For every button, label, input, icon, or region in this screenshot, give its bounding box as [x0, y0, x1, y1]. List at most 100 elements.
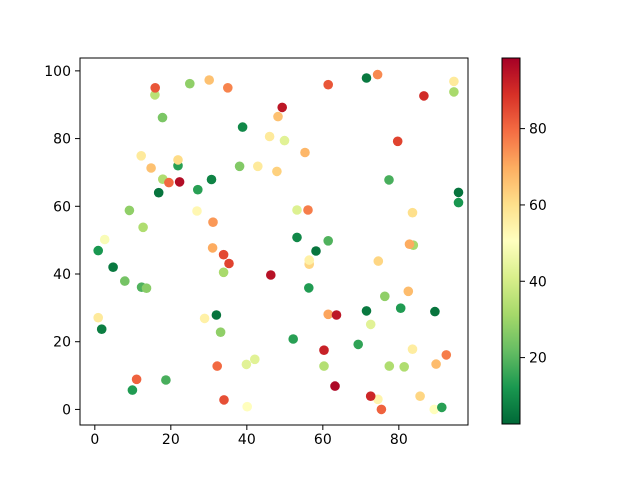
scatter-point [242, 401, 252, 412]
scatter-point [266, 270, 276, 280]
scatter-point [150, 90, 160, 100]
x-tick-label: 0 [90, 432, 99, 448]
scatter-point [252, 161, 263, 172]
scatter-point [449, 76, 459, 87]
scatter-point [138, 222, 148, 233]
scatter-point [399, 362, 410, 372]
scatter-point [380, 291, 390, 302]
scatter-point [365, 391, 376, 402]
scatter-point [431, 359, 441, 369]
scatter-point [453, 187, 464, 198]
scatter-point [207, 243, 218, 253]
scatter-point [264, 131, 275, 142]
scatter-point [323, 79, 334, 90]
scatter-point [392, 136, 403, 147]
scatter-point [384, 175, 394, 185]
scatter-point [404, 239, 415, 249]
scatter-point [407, 344, 418, 355]
scatter-point [403, 286, 414, 297]
x-tick-label: 60 [314, 432, 332, 448]
colorbar: 20 40 60 80 [501, 57, 547, 425]
scatter-point [384, 361, 395, 371]
scatter-point [174, 177, 185, 187]
scatter-point [161, 375, 171, 385]
scatter-point [223, 83, 233, 93]
scatter-point [430, 306, 440, 317]
y-tick-label: 100 [44, 64, 71, 80]
scatter-point [219, 395, 229, 405]
scatter-point [150, 83, 160, 93]
y-tick-label: 0 [62, 402, 71, 418]
scatter-points [93, 69, 464, 415]
scatter-point [407, 207, 418, 218]
scatter-point [303, 205, 313, 215]
x-tick-label: 80 [390, 432, 408, 448]
scatter-point [395, 303, 406, 314]
scatter-point [234, 161, 245, 172]
scatter-point [361, 73, 372, 83]
scatter-point [241, 359, 252, 370]
scatter-point [215, 327, 226, 338]
scatter-point [131, 374, 142, 385]
scatter-point [361, 306, 372, 316]
scatter-point [99, 234, 110, 245]
scatter-point [330, 381, 340, 391]
scatter-point [250, 354, 260, 365]
x-axis: 0 20 40 60 80 [90, 425, 408, 448]
scatter-point [419, 91, 429, 101]
scatter-point [218, 267, 229, 278]
scatter-point [331, 310, 342, 320]
colorbar-tick-label: 60 [529, 198, 547, 214]
scatter-point [279, 135, 290, 146]
scatter-point [415, 391, 425, 402]
scatter-point [173, 155, 183, 165]
scatter-point [311, 246, 321, 256]
scatter-point [429, 404, 440, 415]
scatter-point [323, 309, 334, 320]
scatter-point [288, 334, 299, 344]
scatter-point [304, 283, 314, 293]
scatter-point [193, 184, 203, 195]
scatter-point [211, 310, 222, 320]
scatter-point [157, 112, 168, 123]
scatter-point [300, 147, 310, 158]
scatter-point [353, 339, 364, 350]
scatter-point [373, 394, 383, 405]
scatter-point [292, 205, 302, 215]
colorbar-tick-label: 80 [529, 122, 547, 138]
scatter-point [273, 111, 283, 122]
scatter-point [441, 350, 452, 360]
scatter-point [376, 404, 387, 415]
colorbar-tick-label: 40 [529, 274, 547, 290]
scatter-point [153, 187, 164, 198]
scatter-point [319, 345, 329, 356]
scatter-point [292, 232, 302, 243]
scatter-point [208, 217, 218, 227]
scatter-point [164, 177, 174, 188]
scatter-point [192, 206, 202, 216]
scatter-point [96, 324, 107, 335]
scatter-point [372, 69, 383, 80]
scatter-point [237, 122, 248, 132]
y-tick-label: 40 [53, 267, 71, 283]
scatter-point [124, 205, 135, 216]
axes-spines [79, 57, 469, 426]
scatter-point [185, 78, 195, 89]
y-tick-label: 60 [53, 199, 71, 215]
scatter-point [224, 258, 234, 269]
scatter-point [212, 361, 222, 371]
scatter-point [146, 163, 156, 173]
colorbar-tick-label: 20 [529, 351, 547, 367]
scatter-point [449, 87, 459, 97]
scatter-point [373, 256, 384, 266]
y-tick-label: 20 [53, 335, 71, 351]
scatter-point [141, 283, 152, 294]
scatter-point [136, 151, 146, 161]
x-tick-label: 20 [162, 432, 180, 448]
x-tick-label: 40 [238, 432, 256, 448]
scatter-point [277, 102, 288, 113]
y-tick-label: 80 [53, 132, 71, 148]
